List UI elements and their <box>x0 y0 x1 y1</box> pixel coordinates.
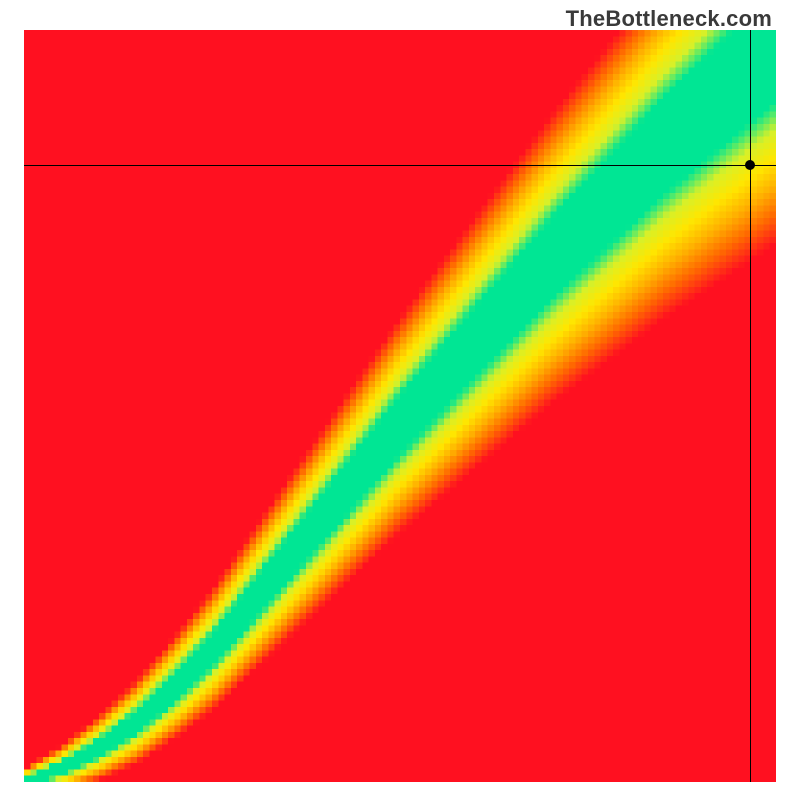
root: TheBottleneck.com <box>0 0 800 800</box>
crosshair-point <box>745 160 755 170</box>
heatmap-plot <box>24 30 776 782</box>
crosshair-horizontal <box>24 165 776 166</box>
watermark-text: TheBottleneck.com <box>566 6 772 32</box>
heatmap-canvas <box>24 30 776 782</box>
crosshair-vertical <box>750 30 751 782</box>
